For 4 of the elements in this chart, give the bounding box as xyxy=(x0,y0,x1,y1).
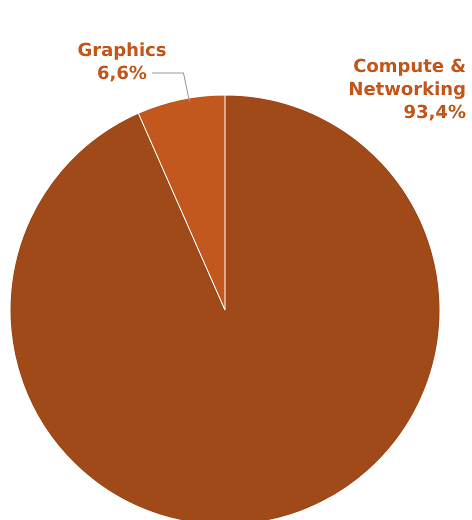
slice-label: Compute & Networking xyxy=(348,56,466,100)
data-label: 93,4% xyxy=(404,102,466,123)
data-label: 6,6% xyxy=(97,63,147,84)
slice-label: Graphics xyxy=(77,40,167,61)
